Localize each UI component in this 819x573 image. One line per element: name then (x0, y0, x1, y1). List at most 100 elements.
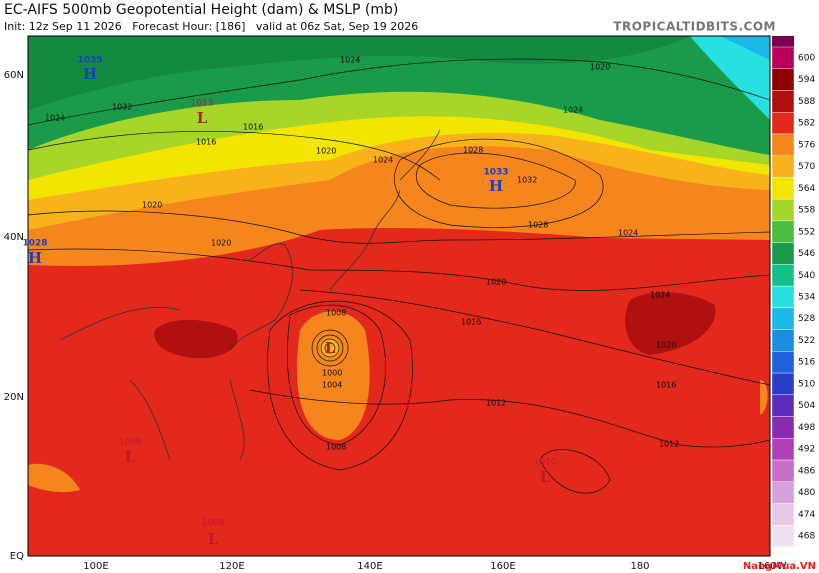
colorbar-label: 540 (798, 271, 815, 281)
title: EC-AIFS 500mb Geopotential Height (dam) … (4, 2, 398, 18)
colorbar-label: 576 (798, 140, 815, 150)
lon-label: 160W (758, 561, 787, 572)
center-symbol: L (125, 448, 136, 466)
isobar-label: 1008 (326, 443, 346, 452)
watermark: NangMua.VN (743, 561, 816, 572)
center-symbol: L (325, 339, 336, 357)
colorbar-label: 468 (798, 532, 815, 542)
center-symbol: H (489, 177, 503, 195)
isobar-label: 1024 (373, 156, 393, 165)
colorbar-label: 534 (798, 293, 815, 303)
colorbar-label: 546 (798, 249, 815, 259)
center-symbol: H (28, 249, 42, 267)
lon-label: 120E (219, 561, 244, 572)
lat-label: EQ (10, 551, 24, 562)
center-value: 1028 (22, 239, 47, 249)
colorbar-label: 564 (798, 184, 815, 194)
center-symbol: L (197, 109, 208, 127)
center-value: 1008 (202, 519, 225, 529)
colorbar-swatch (771, 285, 795, 309)
colorbar-swatch (771, 90, 795, 113)
isobar-label: 1016 (656, 381, 676, 390)
colorbar-swatch (771, 525, 795, 548)
center-symbol: L (208, 530, 219, 548)
colorbar-label: 558 (798, 206, 815, 216)
isobar-label: 1024 (340, 56, 360, 65)
colorbar-swatch (771, 351, 795, 374)
colorbar-swatch (771, 481, 795, 504)
isobar-label: 1024 (618, 229, 638, 238)
colorbar-label: 486 (798, 466, 815, 476)
colorbar-swatch (771, 242, 795, 265)
isobar-label: 1000 (322, 369, 342, 378)
isobar-label: 1016 (243, 123, 263, 132)
lon-label: 100E (83, 561, 108, 572)
colorbar-swatch (771, 220, 795, 243)
colorbar-label: 594 (798, 75, 815, 85)
isobar-label: 1004 (322, 381, 342, 390)
isobar-lines (28, 58, 770, 494)
isobar-label: 1016 (196, 138, 216, 147)
colorbar-swatch (771, 459, 795, 482)
colorbar-swatch (771, 372, 795, 396)
center-value: 1008 (119, 438, 142, 448)
lat-label: 20N (4, 392, 24, 403)
brand: TROPICALTIDBITS.COM (613, 20, 776, 34)
colorbar-label: 570 (798, 162, 815, 172)
colorbar-label: 582 (798, 119, 815, 129)
colorbar-label: 516 (798, 358, 815, 368)
colorbar-label: 600 (798, 53, 815, 63)
isobar-label: 1028 (528, 221, 548, 230)
lon-label: 180 (630, 561, 649, 572)
isobar-label: 1012 (659, 440, 679, 449)
colorbar-swatch (771, 394, 795, 417)
isobar-label: 1024 (650, 291, 670, 300)
colorbar-label: 588 (798, 97, 815, 107)
colorbar-swatch (771, 438, 795, 461)
isobar-label: 1032 (112, 103, 132, 112)
lon-label: 140E (357, 561, 382, 572)
center-value: 1035 (77, 56, 102, 66)
colorbar-swatch (771, 307, 795, 330)
isobar-label: 1032 (517, 176, 537, 185)
lat-label: 40N (4, 232, 24, 243)
colorbar-swatch (771, 329, 795, 352)
colorbar-swatch (771, 133, 795, 156)
colorbar-swatch (771, 68, 795, 91)
colorbar-label: 498 (798, 423, 815, 433)
colorbar-label: 492 (798, 445, 815, 455)
lon-label: 160E (490, 561, 515, 572)
isobar-label: 1020 (590, 63, 610, 72)
isobar-label: 1020 (316, 147, 336, 156)
colorbar-swatch (771, 503, 795, 526)
center-symbol: H (83, 65, 97, 83)
colorbar-swatch (771, 177, 795, 200)
colorbar: 600 594 588 582 576 570 564 558 552 546 540 534 528 5… (771, 36, 815, 548)
isobar-label: 1020 (656, 341, 676, 350)
center-symbol: L (540, 468, 551, 486)
isobar-label: 1020 (211, 239, 231, 248)
colorbar-swatch (771, 155, 795, 178)
isobar-label: 1024 (563, 106, 583, 115)
colorbar-swatch (771, 416, 795, 439)
colorbar-label: 552 (798, 227, 815, 237)
pressure-centers: 1035 H 1013 L 1033 H 1028 H 1008 L 1010 … (22, 56, 556, 549)
isobar-label: 1008 (326, 309, 346, 318)
colorbar-label: 480 (798, 488, 815, 498)
colorbar-swatch (771, 112, 795, 135)
colorbar-label: 504 (798, 401, 815, 411)
colorbar-swatch (771, 198, 795, 222)
colorbar-label: 474 (798, 510, 815, 520)
colorbar-label: 528 (798, 314, 815, 324)
lat-label: 60N (4, 70, 24, 81)
isobar-label: 1028 (463, 146, 483, 155)
center-value: 1033 (483, 168, 508, 178)
colorbar-swatch (771, 46, 795, 69)
isobar-label: 1016 (461, 318, 481, 327)
isobar-label: 1020 (142, 201, 162, 210)
colorbar-cap (772, 36, 794, 47)
subtitle: Init: 12z Sep 11 2026 Forecast Hour: [18… (4, 20, 418, 33)
colorbar-swatch (771, 264, 795, 287)
colorbar-label: 510 (798, 379, 815, 389)
